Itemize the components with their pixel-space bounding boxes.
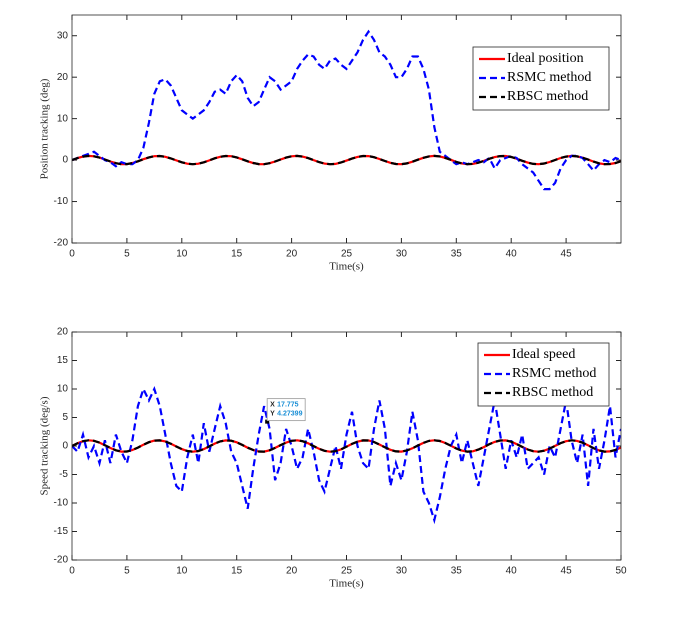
x-tick-label: 25 (341, 566, 353, 577)
y-tick-label: -20 (54, 555, 69, 566)
axes-frame (71, 331, 622, 561)
y-axis-label: Position tracking (deg) (39, 78, 51, 179)
legend-label: RBSC method (512, 385, 593, 400)
x-tick-label: 5 (124, 249, 130, 260)
y-tick-label: 20 (57, 327, 69, 338)
x-tick-label: 30 (396, 566, 408, 577)
y-axis-label: Speed tracking (deg/s) (39, 396, 51, 495)
datatip-x-label: X (270, 401, 275, 408)
x-tick-label: 40 (506, 566, 518, 577)
legend-label: RBSC method (507, 89, 588, 104)
series-line (72, 386, 621, 525)
legend: Ideal speed RSMC method RBSC method (477, 342, 610, 407)
x-tick-label: 5 (124, 566, 130, 577)
x-tick-label: 45 (561, 249, 573, 260)
x-tick-label: 0 (69, 566, 75, 577)
y-tick-label: -10 (54, 196, 69, 207)
y-tick-label: 10 (57, 113, 69, 124)
legend-label: RSMC method (507, 70, 591, 85)
y-tick-label: -20 (54, 238, 69, 249)
x-tick-label: 50 (615, 566, 627, 577)
x-tick-label: 20 (286, 566, 298, 577)
series-line (72, 29, 621, 191)
datatip-y-label: Y (270, 410, 275, 417)
y-tick-label: 20 (57, 72, 69, 83)
x-tick-label: 0 (69, 249, 75, 260)
x-tick-label: 10 (176, 566, 188, 577)
legend-label: RSMC method (512, 366, 596, 381)
x-tick-label: 35 (451, 249, 463, 260)
series-line (72, 154, 621, 166)
datatip-x-value: 17.775 (277, 401, 299, 408)
x-tick-label: 40 (506, 249, 518, 260)
y-tick-label: 15 (57, 355, 69, 366)
y-tick-label: 0 (62, 441, 68, 452)
legend-label: Ideal speed (512, 347, 575, 362)
datatip-box (266, 398, 306, 422)
x-tick-label: 20 (286, 249, 298, 260)
x-tick-label: 15 (231, 566, 243, 577)
x-tick-label: 45 (561, 566, 573, 577)
datatip-point (265, 419, 270, 424)
x-tick-label: 30 (396, 249, 408, 260)
legend: Ideal position RSMC method RBSC method (472, 46, 610, 111)
x-tick-label: 15 (231, 249, 243, 260)
y-tick-label: -15 (54, 526, 69, 537)
datatip-y-value: 4.27399 (277, 410, 302, 417)
y-tick-label: 10 (57, 384, 69, 395)
legend-label: Ideal position (507, 51, 584, 66)
y-tick-label: -5 (59, 469, 68, 480)
series-line (72, 439, 621, 453)
x-tick-label: 25 (341, 249, 353, 260)
x-axis-label: Time(s) (329, 261, 364, 273)
x-tick-label: 10 (176, 249, 188, 260)
y-tick-label: 30 (57, 30, 69, 41)
x-axis-label: Time(s) (329, 578, 364, 590)
y-tick-label: -10 (54, 498, 69, 509)
x-tick-label: 35 (451, 566, 463, 577)
y-tick-label: 5 (62, 412, 68, 423)
axes-frame (71, 14, 622, 244)
y-tick-label: 0 (62, 155, 68, 166)
